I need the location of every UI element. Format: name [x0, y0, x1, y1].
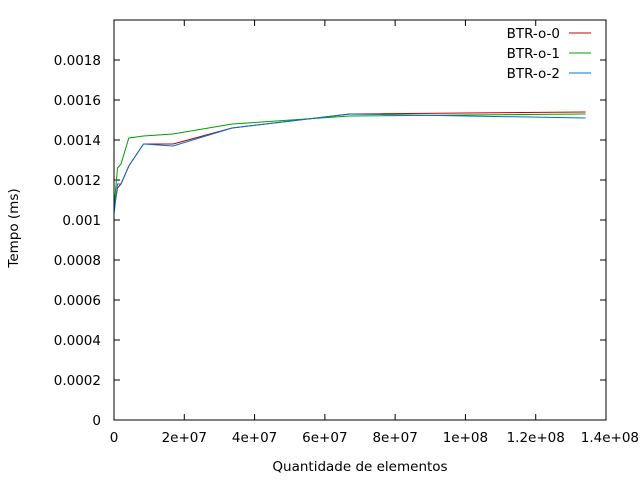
x-tick-label: 1.4e+08 — [581, 430, 639, 446]
x-axis-label: Quantidade de elementos — [272, 459, 447, 475]
y-tick-label: 0.0004 — [54, 333, 101, 349]
y-tick-label: 0.0006 — [54, 293, 101, 309]
y-tick-label: 0.0008 — [54, 253, 101, 269]
y-tick-label: 0.0018 — [54, 53, 101, 69]
y-tick-label: 0 — [92, 413, 101, 429]
x-tick-label: 4e+07 — [232, 430, 277, 446]
plot-frame — [113, 19, 607, 421]
y-tick-label: 0.0014 — [54, 133, 101, 149]
x-tick-label: 2e+07 — [162, 430, 207, 446]
legend-label: BTR-o-0 — [507, 26, 560, 42]
x-tick-label: 6e+07 — [302, 430, 347, 446]
x-tick-label: 1.2e+08 — [507, 430, 565, 446]
y-tick-label: 0.001 — [62, 213, 101, 229]
y-axis-ticks: 0 0.0002 0.0004 0.0006 0.0008 0.001 0.0012 0.00… — [54, 53, 606, 429]
y-tick-label: 0.0012 — [54, 173, 101, 189]
x-axis-ticks: 0 2e+07 4e+07 6e+07 8e+07 1e+08 1.2e+08 1.4e+08 — [110, 20, 639, 446]
series-layer — [113, 111, 586, 215]
x-tick-label: 1e+08 — [443, 430, 488, 446]
legend: BTR-o-0 BTR-o-1 BTR-o-2 — [507, 26, 591, 82]
y-tick-label: 0.0016 — [54, 93, 101, 109]
legend-label: BTR-o-2 — [507, 66, 560, 82]
y-axis-label: Tempo (ms) — [6, 188, 22, 268]
x-tick-label: 8e+07 — [372, 430, 417, 446]
x-tick-label: 0 — [110, 430, 119, 446]
series-line-btr-o-0 — [113, 111, 586, 211]
series-line-btr-o-2 — [113, 113, 586, 215]
series-line-btr-o-1 — [113, 113, 586, 209]
legend-label: BTR-o-1 — [507, 46, 560, 62]
y-tick-label: 0.0002 — [54, 373, 101, 389]
